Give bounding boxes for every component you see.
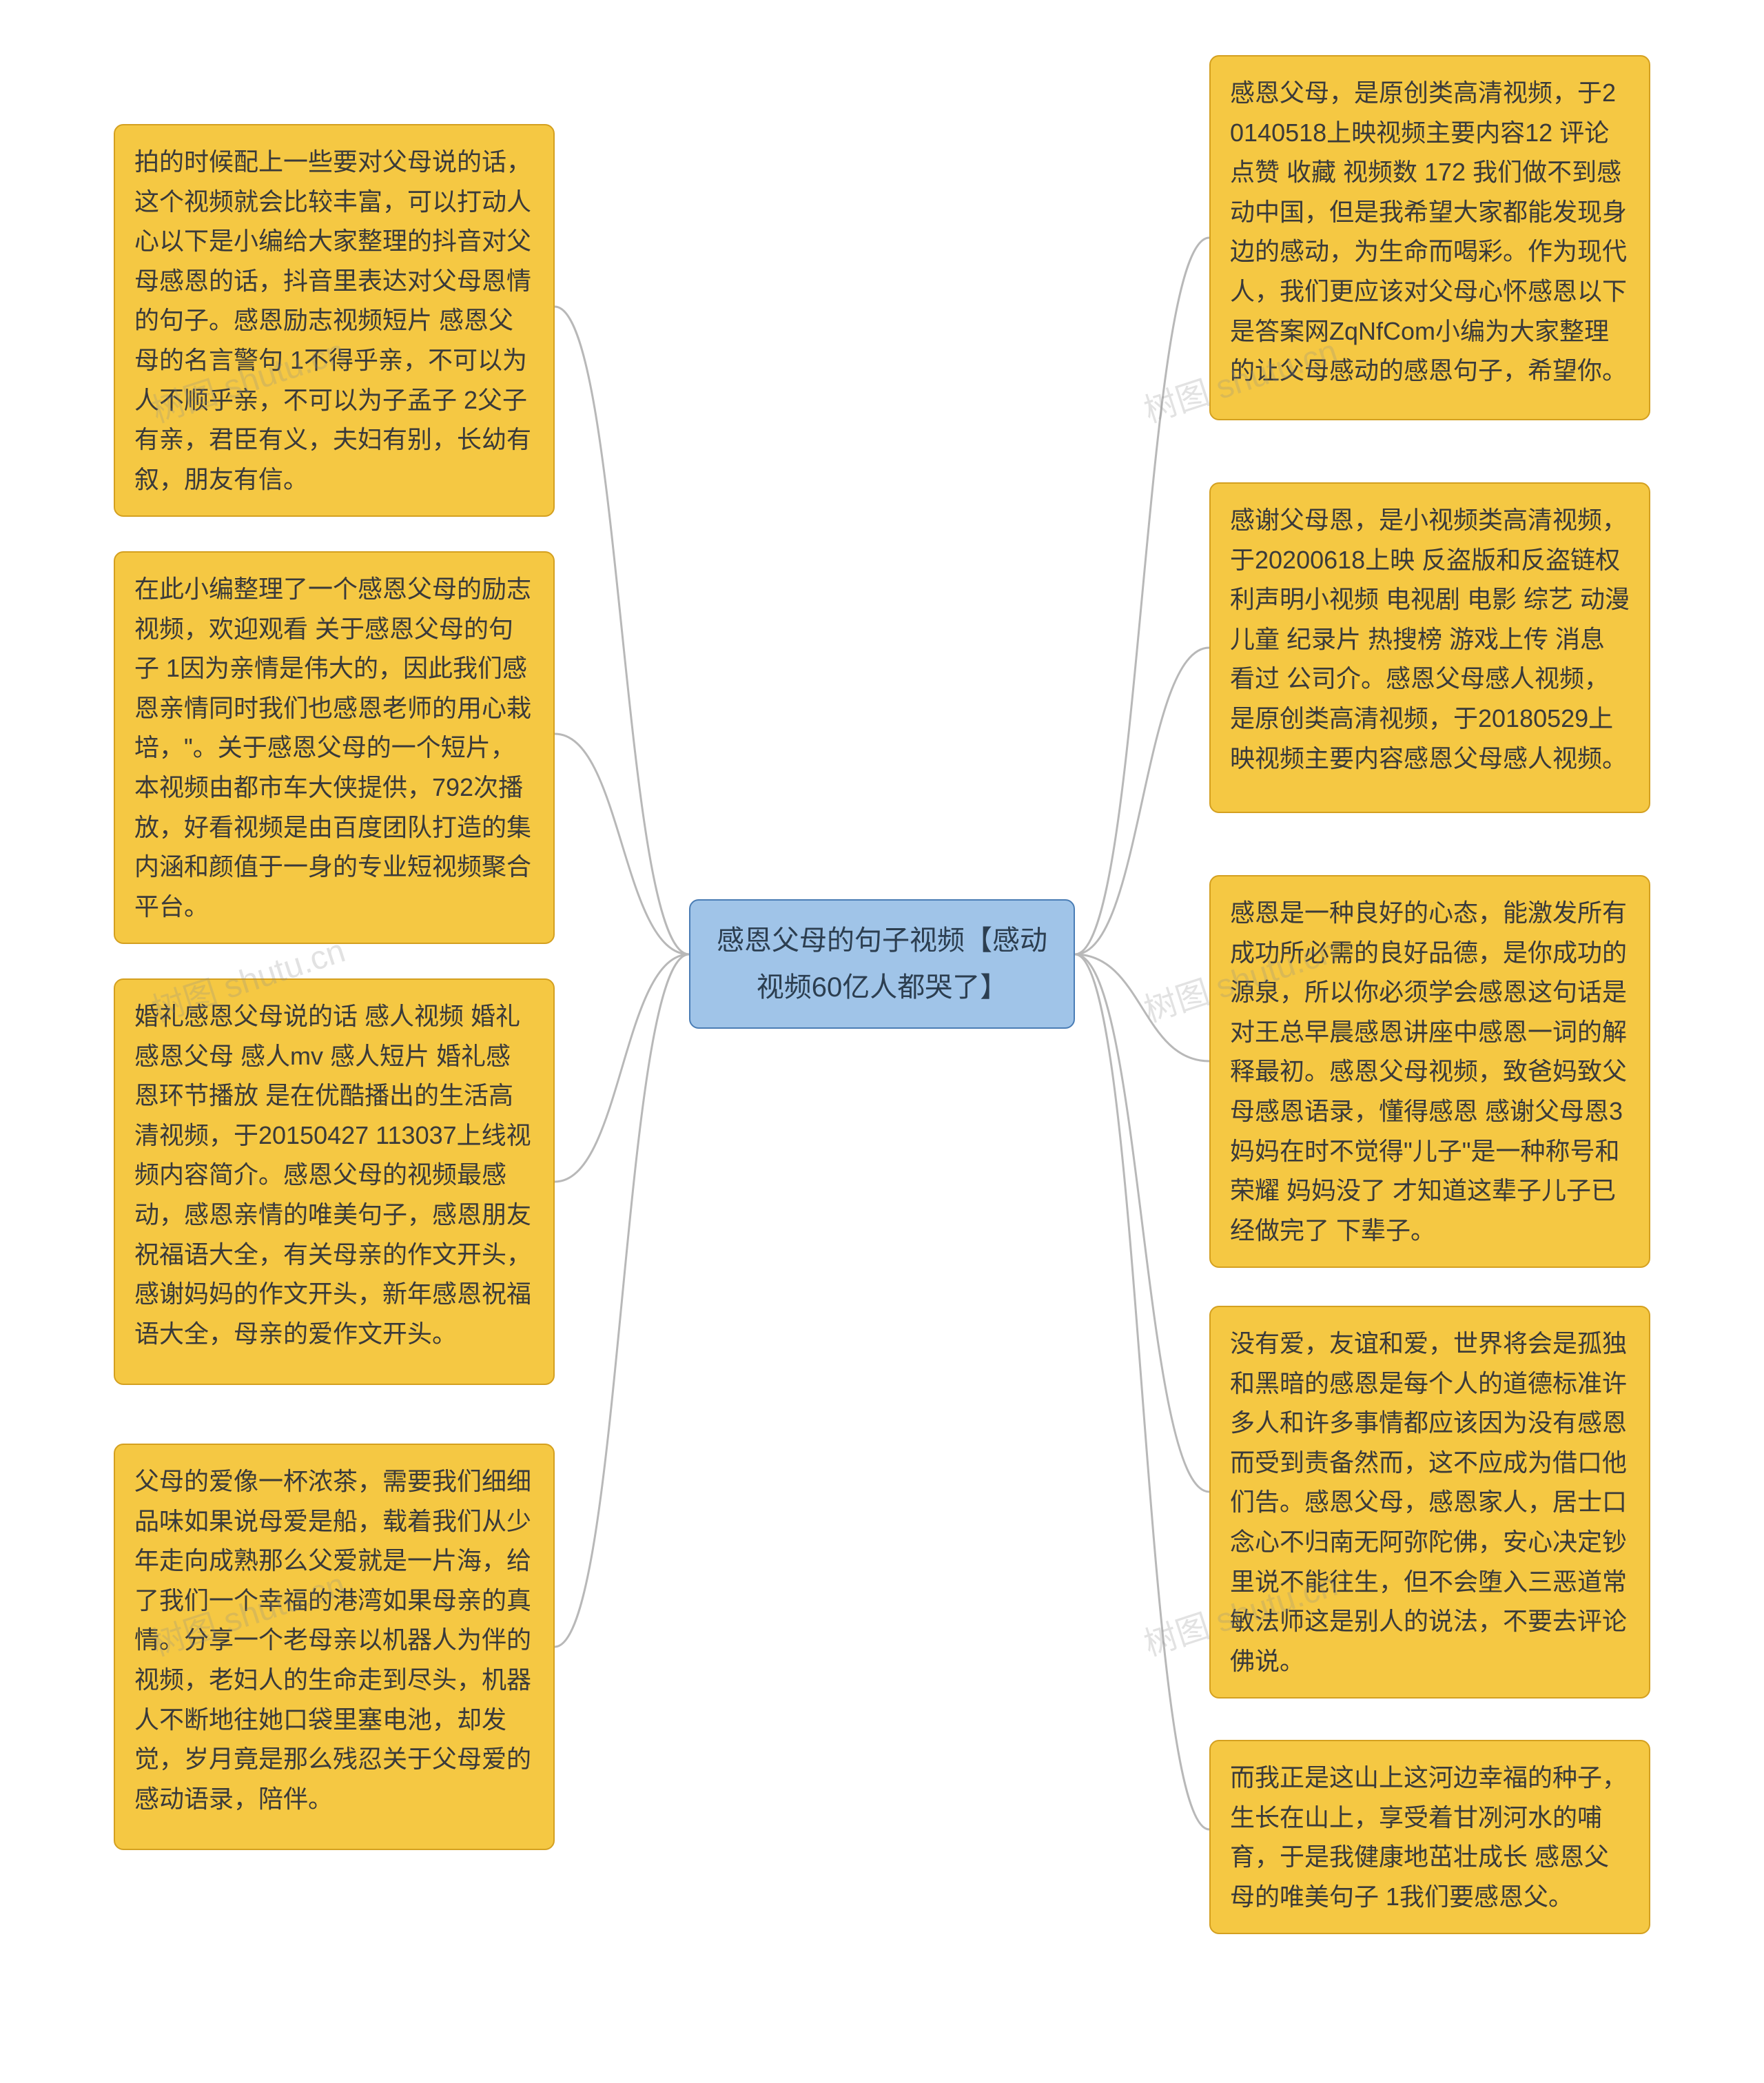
left-node-1: 在此小编整理了一个感恩父母的励志视频，欢迎观看 关于感恩父母的句子 1因为亲情是… (114, 551, 555, 944)
center-node: 感恩父母的句子视频【感动视频60亿人都哭了】 (689, 899, 1075, 1029)
node-text: 感谢父母恩，是小视频类高清视频，于20200618上映 反盗版和反盗链权利声明小… (1230, 506, 1630, 772)
center-node-text: 感恩父母的句子视频【感动视频60亿人都哭了】 (717, 925, 1047, 1003)
connector-path (555, 307, 689, 954)
node-text: 婚礼感恩父母说的话 感人视频 婚礼感恩父母 感人mv 感人短片 婚礼感恩环节播放… (134, 1002, 531, 1348)
right-node-3: 没有爱，友谊和爱，世界将会是孤独和黑暗的感恩是每个人的道德标准许多人和许多事情都… (1209, 1306, 1650, 1699)
right-node-2: 感恩是一种良好的心态，能激发所有成功所必需的良好品德，是你成功的源泉，所以你必须… (1209, 875, 1650, 1268)
left-node-2: 婚礼感恩父母说的话 感人视频 婚礼感恩父母 感人mv 感人短片 婚礼感恩环节播放… (114, 978, 555, 1385)
node-text: 没有爱，友谊和爱，世界将会是孤独和黑暗的感恩是每个人的道德标准许多人和许多事情都… (1230, 1329, 1627, 1675)
connector-path (555, 954, 689, 1182)
connector-path (1075, 954, 1209, 1492)
connector-path (555, 954, 689, 1647)
node-text: 拍的时候配上一些要对父母说的话，这个视频就会比较丰富，可以打动人心以下是小编给大… (134, 147, 531, 493)
connector-path (1075, 954, 1209, 1829)
connector-path (555, 734, 689, 954)
node-text: 在此小编整理了一个感恩父母的励志视频，欢迎观看 关于感恩父母的句子 1因为亲情是… (134, 575, 531, 921)
connector-path (1075, 648, 1209, 954)
left-node-0: 拍的时候配上一些要对父母说的话，这个视频就会比较丰富，可以打动人心以下是小编给大… (114, 124, 555, 517)
connector-path (1075, 238, 1209, 954)
right-node-4: 而我正是这山上这河边幸福的种子，生长在山上，享受着甘冽河水的哺育，于是我健康地茁… (1209, 1740, 1650, 1934)
right-node-1: 感谢父母恩，是小视频类高清视频，于20200618上映 反盗版和反盗链权利声明小… (1209, 482, 1650, 813)
node-text: 而我正是这山上这河边幸福的种子，生长在山上，享受着甘冽河水的哺育，于是我健康地茁… (1230, 1763, 1627, 1911)
